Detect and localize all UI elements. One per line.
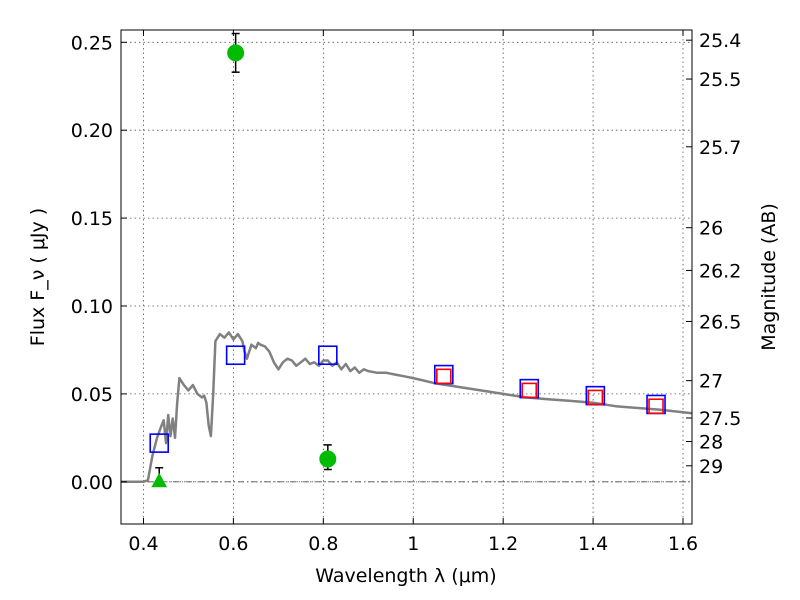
blue-square-marker	[149, 433, 170, 453]
y-tick-label: 0.25	[71, 32, 113, 54]
blue-square-marker	[318, 345, 338, 366]
sed-model-line	[121, 331, 692, 484]
blue-square-marker	[225, 345, 246, 366]
x-tick-label: 1	[407, 533, 419, 555]
mag-tick-label: 25.4	[699, 30, 741, 52]
data-series	[121, 32, 692, 488]
red-square-marker	[521, 382, 538, 399]
axis-tick-labels: 0.4 0.6 0.8 1 1.2 1.4 1.6 0.00 0.05 0.10 0.15 0.20 0…	[71, 30, 742, 555]
y-axis-label: Flux F_ν ( μJy )	[27, 208, 49, 346]
mag-tick-label: 25.7	[699, 137, 741, 159]
y-tick-label: 0.15	[71, 208, 113, 230]
y-tick-label: 0.20	[71, 120, 113, 142]
plot-frame	[120, 29, 693, 525]
mag-tick-label: 29	[699, 456, 723, 478]
red-square-marker	[587, 389, 604, 406]
y-tick-label: 0.00	[71, 472, 113, 494]
x-tick-label: 1.6	[668, 533, 698, 555]
x-tick-label: 0.6	[218, 533, 248, 555]
plot-area	[121, 32, 692, 488]
mag-tick-label: 26.5	[699, 311, 741, 333]
mag-tick-label: 28	[699, 432, 723, 454]
x-tick-label: 1.4	[578, 533, 608, 555]
green-circle-marker	[227, 44, 245, 62]
green-triangle-marker	[151, 472, 168, 488]
axis-ticks	[121, 30, 692, 524]
x-tick-label: 0.8	[308, 533, 338, 555]
y-tick-label: 0.05	[71, 384, 113, 406]
green-circle-marker	[319, 450, 337, 468]
y2-axis-label: Magnitude (AB)	[758, 203, 780, 351]
red-square-marker	[648, 398, 664, 415]
x-tick-label: 0.4	[128, 533, 158, 555]
x-axis-label: Wavelength λ (μm)	[315, 565, 496, 587]
mag-tick-label: 26	[699, 218, 723, 240]
mag-tick-label: 25.5	[699, 69, 741, 91]
mag-tick-label: 27.5	[699, 408, 741, 430]
mag-tick-label: 27	[699, 371, 723, 393]
y-tick-label: 0.10	[71, 296, 113, 318]
x-tick-label: 1.2	[488, 533, 518, 555]
red-square-marker	[436, 368, 452, 385]
mag-tick-label: 26.2	[699, 260, 741, 282]
